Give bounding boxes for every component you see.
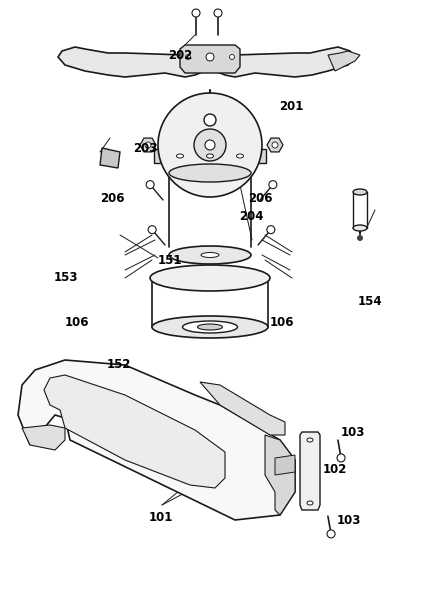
Polygon shape xyxy=(58,47,355,77)
Text: 106: 106 xyxy=(270,316,295,329)
Ellipse shape xyxy=(176,154,183,158)
Ellipse shape xyxy=(205,140,215,150)
Polygon shape xyxy=(300,432,320,510)
Polygon shape xyxy=(100,148,120,168)
Ellipse shape xyxy=(186,55,191,59)
Ellipse shape xyxy=(150,265,270,291)
Text: 153: 153 xyxy=(54,271,78,284)
Polygon shape xyxy=(44,375,225,488)
Text: 101: 101 xyxy=(149,511,173,524)
Polygon shape xyxy=(200,382,285,435)
Polygon shape xyxy=(275,455,295,475)
Text: 203: 203 xyxy=(133,142,158,155)
Text: 206: 206 xyxy=(248,191,273,205)
Text: 204: 204 xyxy=(239,209,264,223)
Ellipse shape xyxy=(198,324,223,330)
Polygon shape xyxy=(154,149,266,163)
Ellipse shape xyxy=(183,321,238,333)
Ellipse shape xyxy=(236,154,243,158)
Ellipse shape xyxy=(353,225,367,231)
Ellipse shape xyxy=(307,501,313,505)
Polygon shape xyxy=(265,435,295,515)
Text: 102: 102 xyxy=(323,463,348,476)
Text: 154: 154 xyxy=(358,295,383,308)
Polygon shape xyxy=(180,45,240,73)
Ellipse shape xyxy=(145,142,151,148)
Ellipse shape xyxy=(201,253,219,257)
Text: 103: 103 xyxy=(340,425,365,439)
Polygon shape xyxy=(328,51,360,71)
Ellipse shape xyxy=(192,9,200,17)
Ellipse shape xyxy=(206,154,213,158)
Ellipse shape xyxy=(214,9,222,17)
Text: 152: 152 xyxy=(107,358,131,371)
Text: 103: 103 xyxy=(336,514,361,527)
Ellipse shape xyxy=(152,316,268,338)
Ellipse shape xyxy=(229,55,235,59)
Ellipse shape xyxy=(269,181,277,188)
Ellipse shape xyxy=(327,530,335,538)
Ellipse shape xyxy=(337,454,345,462)
Text: 151: 151 xyxy=(157,254,182,267)
Ellipse shape xyxy=(353,189,367,195)
Text: 206: 206 xyxy=(100,191,125,205)
Polygon shape xyxy=(22,425,65,450)
Ellipse shape xyxy=(358,235,363,241)
Ellipse shape xyxy=(204,114,216,126)
Ellipse shape xyxy=(194,129,226,161)
Ellipse shape xyxy=(158,93,262,197)
Text: 202: 202 xyxy=(168,49,193,62)
Ellipse shape xyxy=(267,226,275,233)
Polygon shape xyxy=(267,138,283,152)
Ellipse shape xyxy=(169,164,251,182)
Ellipse shape xyxy=(206,53,214,61)
Ellipse shape xyxy=(307,438,313,442)
Polygon shape xyxy=(140,138,156,152)
Text: 106: 106 xyxy=(65,316,90,329)
Ellipse shape xyxy=(148,226,156,233)
Ellipse shape xyxy=(169,246,251,264)
Ellipse shape xyxy=(146,181,154,188)
Text: 201: 201 xyxy=(279,100,303,113)
Polygon shape xyxy=(18,360,295,520)
Ellipse shape xyxy=(272,142,278,148)
